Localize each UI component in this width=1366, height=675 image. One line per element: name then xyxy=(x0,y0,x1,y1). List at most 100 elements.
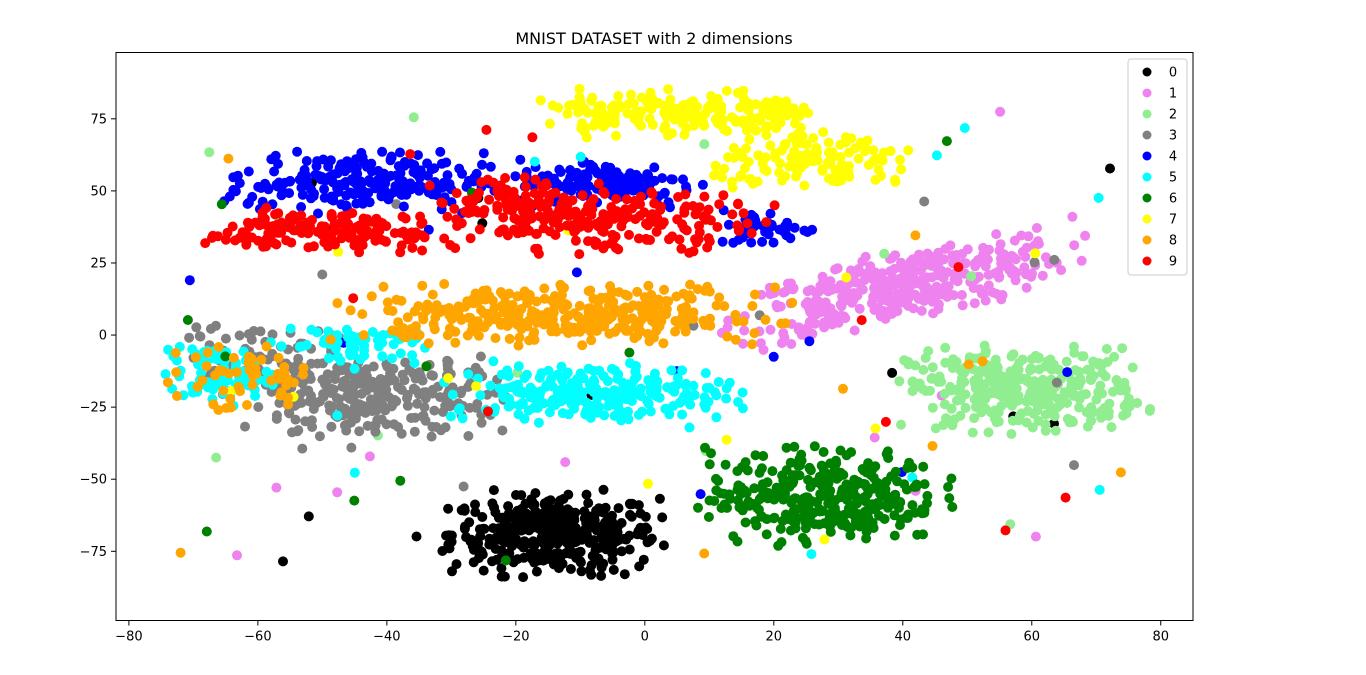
point xyxy=(734,224,745,235)
point xyxy=(617,216,628,226)
point xyxy=(411,531,422,542)
point xyxy=(792,504,803,515)
point xyxy=(339,178,350,189)
point xyxy=(704,103,715,114)
point xyxy=(747,339,758,350)
point xyxy=(228,352,239,363)
point xyxy=(727,182,738,193)
point xyxy=(308,396,319,407)
point xyxy=(835,445,846,456)
point xyxy=(797,532,808,543)
point xyxy=(383,391,394,402)
point xyxy=(946,473,957,484)
point xyxy=(835,152,846,162)
point xyxy=(738,93,749,104)
point xyxy=(737,152,748,163)
point xyxy=(498,212,509,223)
point xyxy=(1072,390,1083,401)
point xyxy=(418,311,428,322)
point xyxy=(807,224,818,235)
point xyxy=(583,201,593,212)
point xyxy=(850,277,861,288)
point xyxy=(846,522,857,533)
point xyxy=(1023,231,1034,242)
point xyxy=(741,499,752,510)
point xyxy=(303,385,314,396)
point xyxy=(803,152,814,163)
point xyxy=(761,529,772,540)
point xyxy=(838,383,848,394)
point xyxy=(673,192,684,202)
point xyxy=(472,316,483,327)
point xyxy=(513,318,524,329)
point xyxy=(442,363,453,374)
point xyxy=(622,108,633,119)
point xyxy=(894,274,905,284)
point xyxy=(507,309,517,320)
point xyxy=(402,312,413,323)
point xyxy=(530,308,541,319)
point xyxy=(816,460,827,471)
point xyxy=(441,157,452,168)
point xyxy=(718,190,729,201)
point xyxy=(395,147,405,158)
point xyxy=(934,371,945,382)
point xyxy=(391,199,402,210)
point xyxy=(463,175,474,186)
point xyxy=(913,249,924,260)
point xyxy=(603,401,613,412)
point xyxy=(662,382,673,393)
point xyxy=(276,341,287,352)
point xyxy=(885,146,896,156)
point xyxy=(626,89,636,100)
point xyxy=(596,529,607,540)
point xyxy=(951,356,962,367)
point xyxy=(782,217,793,228)
point xyxy=(1029,257,1040,268)
point xyxy=(913,293,924,304)
point xyxy=(744,117,754,127)
point xyxy=(991,229,1002,240)
point xyxy=(927,402,938,413)
point xyxy=(817,506,828,517)
point xyxy=(879,248,890,259)
point xyxy=(679,223,690,234)
point xyxy=(659,107,670,118)
legend-marker xyxy=(1142,151,1152,161)
point xyxy=(463,369,474,380)
point xyxy=(1061,356,1072,367)
legend-label: 8 xyxy=(1169,234,1177,249)
point xyxy=(721,393,732,404)
point xyxy=(927,441,938,451)
point xyxy=(1081,407,1092,417)
point xyxy=(660,403,671,414)
point xyxy=(475,390,486,401)
point xyxy=(786,498,797,508)
point xyxy=(943,482,954,492)
point xyxy=(1072,377,1083,388)
point xyxy=(335,162,346,173)
x-tick-label: 20 xyxy=(766,630,783,645)
point xyxy=(609,326,620,337)
legend-marker xyxy=(1142,235,1152,245)
point xyxy=(608,213,619,224)
point xyxy=(699,548,710,559)
point xyxy=(719,163,730,174)
point xyxy=(681,123,692,134)
point xyxy=(190,352,201,363)
point xyxy=(614,100,625,111)
legend-marker xyxy=(1142,172,1152,182)
point xyxy=(507,300,518,310)
point xyxy=(647,119,658,130)
point xyxy=(539,319,549,330)
point xyxy=(803,474,814,485)
point xyxy=(622,290,633,301)
point xyxy=(944,493,955,504)
point xyxy=(538,398,549,409)
point xyxy=(939,388,950,399)
point xyxy=(688,246,699,257)
point xyxy=(1033,352,1044,363)
point xyxy=(870,504,881,515)
point xyxy=(410,412,421,423)
point xyxy=(575,96,586,107)
